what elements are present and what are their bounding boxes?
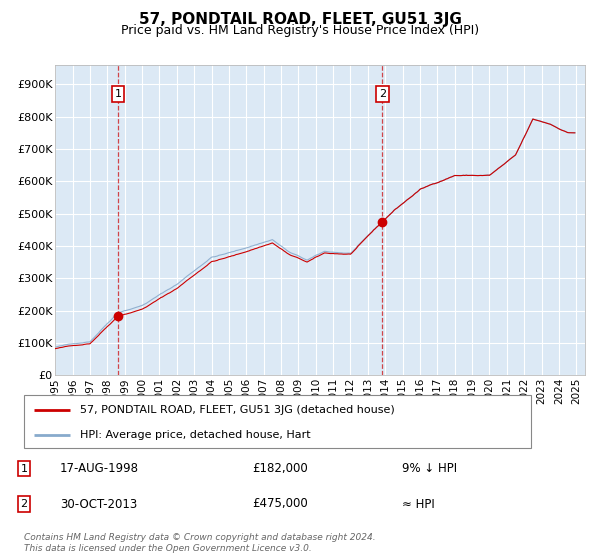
Text: 57, PONDTAIL ROAD, FLEET, GU51 3JG (detached house): 57, PONDTAIL ROAD, FLEET, GU51 3JG (deta… [80, 405, 395, 415]
Text: £475,000: £475,000 [252, 497, 308, 511]
Text: 1: 1 [20, 464, 28, 474]
Text: ≈ HPI: ≈ HPI [402, 497, 435, 511]
Text: 2: 2 [379, 89, 386, 99]
Text: HPI: Average price, detached house, Hart: HPI: Average price, detached house, Hart [80, 430, 310, 440]
Text: Contains HM Land Registry data © Crown copyright and database right 2024.
This d: Contains HM Land Registry data © Crown c… [24, 533, 376, 553]
Text: 9% ↓ HPI: 9% ↓ HPI [402, 462, 457, 475]
FancyBboxPatch shape [24, 395, 531, 448]
Text: £182,000: £182,000 [252, 462, 308, 475]
Text: Price paid vs. HM Land Registry's House Price Index (HPI): Price paid vs. HM Land Registry's House … [121, 24, 479, 36]
Text: 1: 1 [115, 89, 122, 99]
Text: 30-OCT-2013: 30-OCT-2013 [60, 497, 137, 511]
Text: 57, PONDTAIL ROAD, FLEET, GU51 3JG: 57, PONDTAIL ROAD, FLEET, GU51 3JG [139, 12, 461, 27]
Text: 17-AUG-1998: 17-AUG-1998 [60, 462, 139, 475]
Text: 2: 2 [20, 499, 28, 509]
